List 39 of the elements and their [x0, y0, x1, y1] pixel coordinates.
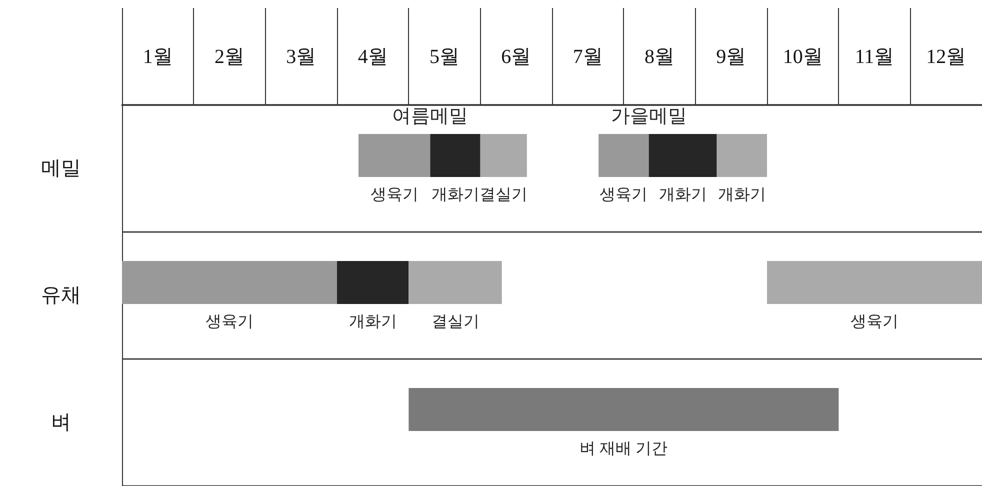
series-label: 벼 재배 기간: [580, 440, 668, 458]
x-tick-label: 11월: [854, 46, 894, 68]
x-tick-label: 3월: [286, 46, 316, 68]
x-tick-label: 10월: [782, 46, 823, 68]
y-tick-label: 벼: [51, 412, 71, 434]
bar: [408, 388, 839, 431]
text: 생육기: [206, 314, 254, 330]
bar: [480, 134, 527, 177]
series-label: 생육기: [370, 186, 418, 204]
text: 결실기: [480, 186, 528, 204]
x-tick-label: 7월: [572, 46, 603, 68]
bar: [337, 261, 409, 304]
bar: [430, 134, 480, 177]
series-label: 개화기: [431, 186, 480, 204]
y-tick-label: 메밀: [41, 158, 81, 180]
bar: [767, 261, 982, 304]
series-label: 생육기: [600, 186, 648, 204]
x-tick-label: 6월: [501, 46, 532, 68]
series-label: 생육기: [850, 314, 898, 330]
series-label: 결실기: [431, 314, 480, 330]
x-tick-label: 8월: [644, 46, 674, 68]
x-tick-label: 12월: [926, 46, 966, 68]
x-tick-label: 5월: [430, 46, 460, 68]
bar: [648, 134, 717, 177]
x-tick-label: 1월: [142, 46, 173, 68]
series-label: 개화기: [658, 186, 707, 204]
annotation: 가을메밀: [610, 106, 687, 127]
x-tick-label: 2월: [214, 46, 244, 68]
bar: [716, 134, 767, 177]
text: 개화기: [348, 314, 397, 330]
bar: [598, 134, 649, 177]
series-label: 개화기: [718, 186, 766, 204]
bar: [358, 134, 430, 177]
annotation: 여름메밀: [392, 106, 468, 127]
x-tick-label: 9월: [716, 46, 746, 68]
bar: [122, 261, 337, 304]
x-tick-label: 4월: [358, 46, 388, 68]
bar: [408, 261, 502, 304]
y-tick-label: 유채: [41, 284, 81, 306]
